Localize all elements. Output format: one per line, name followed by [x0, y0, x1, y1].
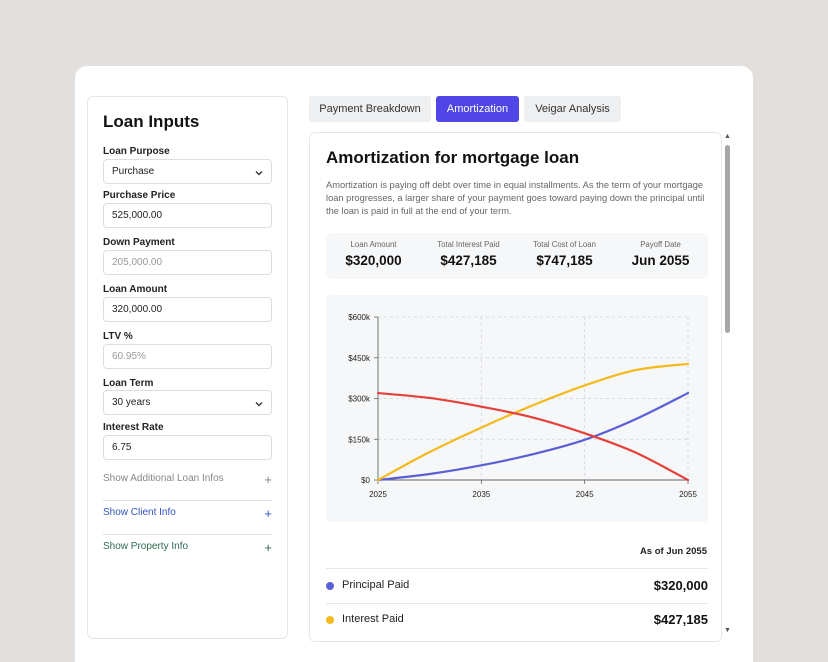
loan-term-label: Loan Term [103, 378, 154, 389]
legend-interest-paid: Interest Paid $427,185 [326, 610, 708, 630]
plus-icon: + [264, 472, 272, 487]
show-client-info-label: Show Client Info [103, 507, 176, 518]
down-payment-label: Down Payment [103, 237, 175, 248]
chart-svg: $0 $150k $300k $450k $600k 2025 2035 2045 2055 [348, 313, 697, 499]
legend-label: Interest Paid [342, 613, 404, 625]
y-tick-label: $450k [348, 354, 371, 363]
show-additional-loan-infos-label: Show Additional Loan Infos [103, 473, 224, 484]
divider [326, 603, 708, 604]
stat-label: Total Interest Paid [437, 240, 500, 249]
interest-rate-input[interactable]: 6.75 [103, 435, 272, 460]
principal-dot-icon [326, 582, 334, 590]
scroll-up-icon[interactable]: ▲ [724, 133, 731, 140]
legend-value: $427,185 [653, 612, 708, 627]
ltv-input[interactable]: 60.95% [103, 344, 272, 369]
stat-label: Total Cost of Loan [533, 240, 596, 249]
ltv-label: LTV % [103, 331, 133, 342]
plus-icon: + [264, 540, 272, 555]
stat-label: Payoff Date [640, 240, 681, 249]
stat-value: $747,185 [536, 253, 593, 268]
loan-amount-label: Loan Amount [103, 284, 168, 295]
x-tick-label: 2025 [369, 490, 387, 499]
stat-label: Loan Amount [350, 240, 397, 249]
panel-description: Amortization is paying off debt over tim… [326, 180, 705, 216]
tab-amortization[interactable]: Amortization [436, 96, 519, 122]
tab-payment-breakdown[interactable]: Payment Breakdown [309, 96, 431, 122]
interest-dot-icon [326, 616, 334, 624]
chevron-down-icon [254, 165, 264, 177]
loan-purpose-select[interactable]: Purchase [103, 159, 272, 184]
chevron-down-icon [254, 396, 264, 408]
loan-term-value: 30 years [112, 397, 151, 408]
remaining-balance-line [376, 391, 690, 482]
loan-term-select[interactable]: 30 years [103, 390, 272, 415]
stat-value: $427,185 [440, 253, 497, 268]
show-additional-loan-infos-toggle[interactable]: Show Additional Loan Infos + [103, 472, 272, 487]
as-of-date: As of Jun 2055 [639, 546, 707, 557]
legend-label: Principal Paid [342, 579, 410, 591]
amortization-panel: Amortization for mortgage loan Amortizat… [309, 132, 722, 642]
loan-inputs-title: Loan Inputs [103, 112, 200, 131]
purchase-price-input[interactable]: 525,000.00 [103, 203, 272, 228]
panel-scrollbar[interactable]: ▲ ▼ [722, 133, 732, 638]
show-property-info-toggle[interactable]: Show Property Info + [103, 540, 272, 555]
principal-paid-line [376, 391, 690, 482]
show-property-info-label: Show Property Info [103, 541, 189, 552]
panel-title: Amortization for mortgage loan [326, 148, 580, 167]
plus-icon: + [264, 506, 272, 521]
scroll-down-icon[interactable]: ▼ [724, 627, 731, 634]
stat-value: $320,000 [345, 253, 402, 268]
legend-principal-paid: Principal Paid $320,000 [326, 576, 708, 596]
tab-veigar-analysis[interactable]: Veigar Analysis [524, 96, 621, 122]
divider [103, 500, 272, 501]
y-tick-label: $0 [361, 476, 370, 485]
divider [326, 568, 708, 569]
x-tick-label: 2055 [679, 490, 697, 499]
legend-value: $320,000 [653, 578, 708, 593]
scrollbar-thumb[interactable] [725, 145, 730, 333]
show-client-info-toggle[interactable]: Show Client Info + [103, 506, 272, 521]
y-tick-label: $300k [348, 395, 371, 404]
divider [103, 534, 272, 535]
stat-value: Jun 2055 [631, 253, 690, 268]
down-payment-input[interactable]: 205,000.00 [103, 250, 272, 275]
y-tick-label: $150k [348, 435, 371, 444]
x-tick-label: 2045 [576, 490, 594, 499]
interest-paid-line [376, 362, 690, 482]
loan-inputs-panel: Loan Inputs Loan Purpose Purchase Purcha… [87, 96, 288, 639]
loan-amount-input[interactable]: 320,000.00 [103, 297, 272, 322]
summary-stats: Loan Amount $320,000 Total Interest Paid… [326, 233, 708, 279]
loan-purpose-label: Loan Purpose [103, 146, 170, 157]
amortization-chart: $0 $150k $300k $450k $600k 2025 2035 2045 2055 [326, 295, 708, 522]
y-tick-label: $600k [348, 313, 371, 322]
interest-rate-label: Interest Rate [103, 422, 164, 433]
x-tick-label: 2035 [472, 490, 490, 499]
loan-purpose-value: Purchase [112, 166, 155, 177]
purchase-price-label: Purchase Price [103, 190, 176, 201]
